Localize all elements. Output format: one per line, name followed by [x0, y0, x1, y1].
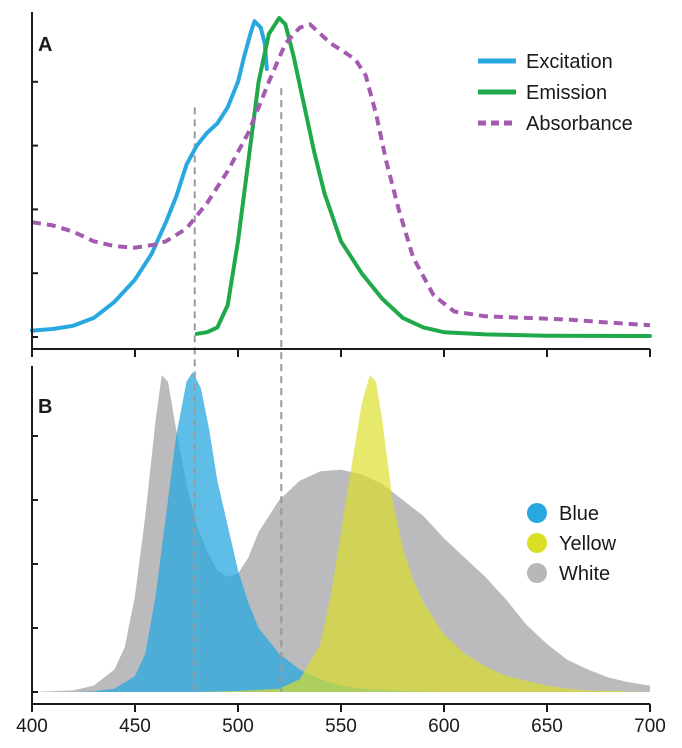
legend-panel-b: Blue Yellow White	[527, 503, 617, 585]
legend-label-absorbance: Absorbance	[526, 113, 633, 135]
area-blue	[73, 372, 444, 692]
legend-label-white: White	[559, 563, 610, 585]
legend-panel-a: Excitation Emission Absorbance	[478, 51, 633, 135]
legend-swatch-white	[527, 563, 547, 583]
x-tick-label: 400	[16, 716, 48, 737]
x-tick-label: 550	[325, 716, 357, 737]
axes: 400 450 500 550 600 650 700	[16, 12, 666, 737]
legend-label-blue: Blue	[559, 503, 599, 525]
legend-label-yellow: Yellow	[559, 533, 617, 555]
line-absorbance	[31, 22, 651, 328]
x-tick-label: 700	[634, 716, 666, 737]
area-yellow	[196, 375, 651, 692]
x-tick-label: 600	[428, 716, 460, 737]
x-tick-label: 650	[531, 716, 563, 737]
dashed-guides	[193, 88, 283, 692]
x-tick-label: 500	[222, 716, 254, 737]
panel-b-areas	[32, 372, 651, 692]
legend-label-emission: Emission	[526, 82, 607, 104]
panel-label-a: A	[38, 34, 52, 56]
line-emission	[194, 16, 652, 338]
x-tick-label: 450	[119, 716, 151, 737]
panel-a-lines	[30, 16, 652, 338]
panel-label-b: B	[38, 396, 52, 418]
legend-swatch-blue	[527, 503, 547, 523]
legend-label-excitation: Excitation	[526, 51, 613, 73]
legend-swatch-yellow	[527, 533, 547, 553]
line-excitation	[30, 19, 269, 333]
